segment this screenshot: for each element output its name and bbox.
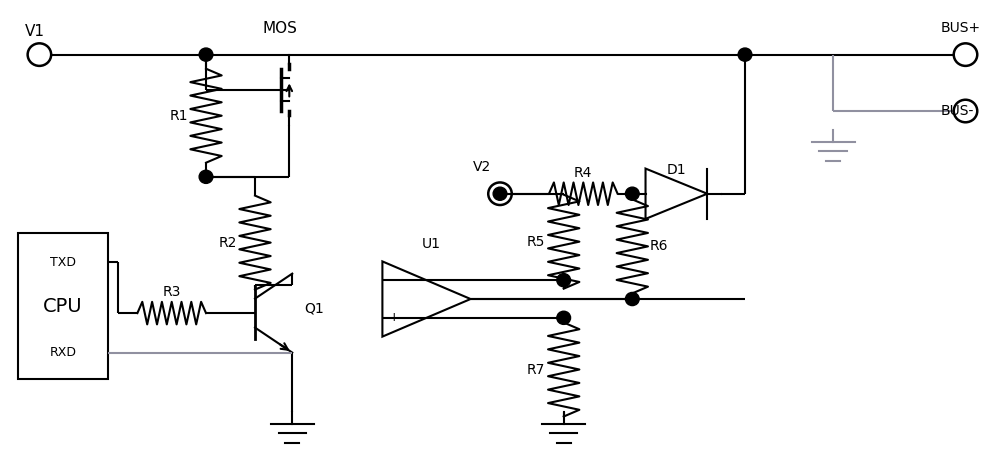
Circle shape	[493, 187, 507, 200]
Circle shape	[199, 48, 213, 61]
Circle shape	[557, 311, 571, 324]
Text: BUS+: BUS+	[941, 21, 981, 35]
Text: R5: R5	[527, 235, 545, 249]
Text: RXD: RXD	[49, 346, 76, 359]
Bar	[18, 233, 108, 379]
Text: MOS: MOS	[262, 21, 297, 36]
Text: TXD: TXD	[50, 256, 76, 269]
Text: R4: R4	[574, 166, 592, 180]
Text: R3: R3	[163, 285, 181, 299]
Text: R2: R2	[218, 236, 237, 250]
Circle shape	[738, 48, 752, 61]
Text: D1: D1	[667, 163, 686, 177]
Circle shape	[625, 187, 639, 200]
Text: Q1: Q1	[304, 301, 324, 315]
Text: CPU: CPU	[43, 297, 83, 315]
Text: R1: R1	[169, 109, 188, 123]
Text: +: +	[389, 311, 399, 324]
Text: −: −	[389, 274, 399, 287]
Circle shape	[625, 292, 639, 306]
Circle shape	[557, 273, 571, 287]
Text: R6: R6	[650, 239, 668, 254]
Text: V1: V1	[25, 24, 45, 39]
Text: BUS-: BUS-	[941, 104, 974, 118]
Text: U1: U1	[422, 237, 441, 252]
Text: V2: V2	[473, 160, 491, 175]
Circle shape	[199, 170, 213, 184]
Text: R7: R7	[527, 362, 545, 377]
